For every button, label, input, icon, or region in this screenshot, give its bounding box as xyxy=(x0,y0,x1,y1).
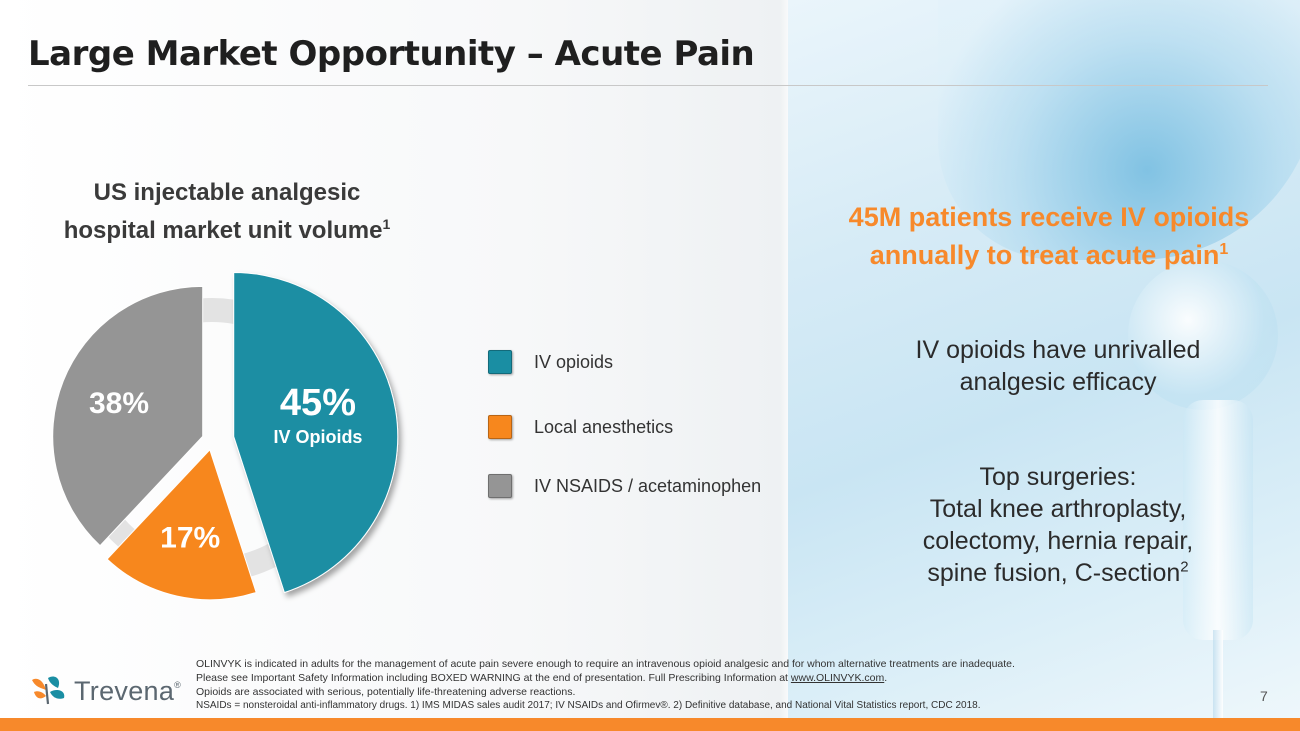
pie-slice-iv-opioids xyxy=(233,272,399,594)
footer-line-1: OLINVYK is indicated in adults for the m… xyxy=(196,658,1015,670)
drip-chamber-shape xyxy=(1128,260,1278,410)
pie-slice-iv-nsaids xyxy=(52,285,204,547)
callout-line-2: annually to treat acute pain1 xyxy=(869,240,1229,270)
pie-slice-local-anesthetics xyxy=(106,448,257,601)
callout-footnote: 1 xyxy=(1219,241,1229,258)
trevena-butterfly-logo-icon xyxy=(32,676,65,705)
footer-disclaimer: OLINVYK is indicated in adults for the m… xyxy=(196,657,1176,713)
callout-line-1: 45M patients receive IV opioids xyxy=(848,202,1250,232)
chart-title-footnote: 1 xyxy=(382,216,391,232)
bottom-accent-bar xyxy=(0,718,1300,731)
surgeries-line-4: spine fusion, C-section2 xyxy=(927,558,1189,587)
legend-item-iv-opioids: IV opioids xyxy=(488,350,613,374)
pie-label-iv-opioids: 45% xyxy=(280,382,356,424)
logo-wordmark: Trevena xyxy=(74,675,175,706)
chart-title: US injectable analgesic hospital market … xyxy=(22,174,432,250)
pie-sublabel-iv-opioids: IV Opioids xyxy=(273,427,362,447)
legend-label: Local anesthetics xyxy=(534,416,674,437)
surgeries-line-3: colectomy, hernia repair, xyxy=(922,527,1194,555)
efficacy-statement: IV opioids have unrivalled analgesic eff… xyxy=(848,334,1268,398)
patients-callout: 45M patients receive IV opioids annually… xyxy=(814,198,1284,274)
footer-line-3: Opioids are associated with serious, pot… xyxy=(196,686,576,698)
iv-line-shape xyxy=(1213,630,1223,720)
legend-item-local-anesthetics: Local anesthetics xyxy=(488,415,673,439)
pie-label-local-anesthetics: 17% xyxy=(160,522,220,555)
surgeries-line-2: Total knee arthroplasty, xyxy=(929,495,1187,523)
slide-title: Large Market Opportunity – Acute Pain xyxy=(28,34,755,74)
prescribing-info-link[interactable]: www.OLINVYK.com xyxy=(790,672,885,684)
footer-line-4: NSAIDs = nonsteroidal anti-inflammatory … xyxy=(196,700,981,711)
chart-title-line-2: hospital market unit volume1 xyxy=(63,216,391,244)
efficacy-line-1: IV opioids have unrivalled xyxy=(915,336,1201,364)
trevena-logo: Trevena ® xyxy=(28,674,181,708)
iv-bag-shape xyxy=(938,0,1300,260)
chart-title-line-1: US injectable analgesic xyxy=(93,179,361,206)
legend-swatch-grey xyxy=(488,474,512,498)
drip-tube-shape xyxy=(1183,400,1253,640)
iv-bag-photo xyxy=(788,0,1300,720)
legend-label: IV NSAIDS / acetaminophen xyxy=(534,475,762,496)
legend-swatch-orange xyxy=(488,415,512,439)
legend-label: IV opioids xyxy=(534,351,614,372)
top-surgeries-statement: Top surgeries: Total knee arthroplasty, … xyxy=(868,461,1248,589)
footer-line-2: Please see Important Safety Information … xyxy=(196,672,888,684)
pie-label-iv-nsaids: 38% xyxy=(89,387,149,420)
logo-registered-mark: ® xyxy=(174,680,181,690)
surgeries-line-1: Top surgeries: xyxy=(979,463,1137,491)
surgeries-footnote: 2 xyxy=(1180,558,1189,576)
efficacy-line-2: analgesic efficacy xyxy=(959,368,1157,396)
page-number: 7 xyxy=(1260,688,1268,704)
legend-item-iv-nsaids: IV NSAIDS / acetaminophen xyxy=(488,474,761,498)
legend-swatch-teal xyxy=(488,350,512,374)
market-pie-chart: 45% IV Opioids 17% 38% xyxy=(52,272,399,601)
title-divider xyxy=(28,85,1268,86)
